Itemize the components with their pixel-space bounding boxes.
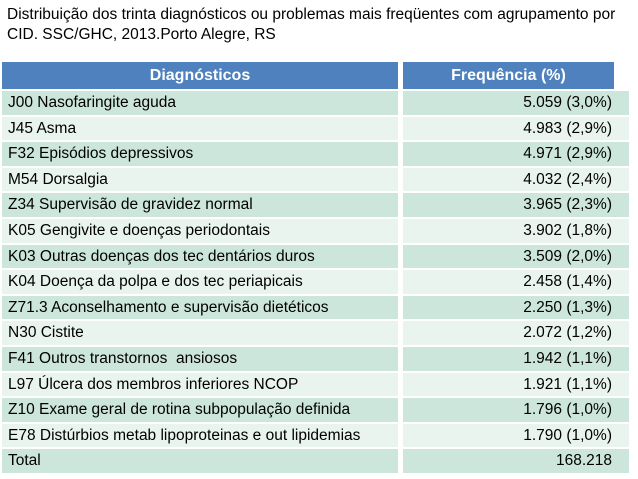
diagnosis-cell: J45 Asma — [2, 116, 398, 141]
diagnosis-cell: M54 Dorsalgia — [2, 167, 398, 192]
frequency-cell: 3.902 (1,8%) — [403, 218, 629, 243]
diagnosis-cell: K04 Doença da polpa e dos tec periapicai… — [2, 270, 398, 294]
frequency-cell: 4.983 (2,9%) — [403, 116, 629, 141]
table-row: F32 Episódios depressivos 4.971 (2,9%) — [2, 142, 629, 166]
table-header-row: Diagnósticos Frequência (%) — [2, 62, 629, 89]
diagnosis-cell: J00 Nasofaringite aguda — [2, 91, 398, 115]
table-row: L97 Úlcera dos membros inferiores NCOP 1… — [2, 372, 629, 397]
table-row: Z34 Supervisão de gravidez normal 3.965 … — [2, 193, 629, 217]
table-row: K03 Outras doenças dos tec dentários dur… — [2, 244, 629, 269]
diagnoses-table: Diagnósticos Frequência (%) J00 Nasofari… — [2, 62, 629, 475]
frequency-cell: 5.059 (3,0%) — [403, 91, 629, 115]
diagnosis-cell: Z10 Exame geral de rotina subpopulação d… — [2, 398, 398, 422]
table-row: N30 Cistite 2.072 (1,2%) — [2, 321, 629, 345]
diagnosis-cell: N30 Cistite — [2, 321, 398, 345]
diagnosis-column-header: Diagnósticos — [2, 62, 398, 89]
table-row: Z71.3 Aconselhamento e supervisão dietét… — [2, 295, 629, 320]
frequency-cell: 2.072 (1,2%) — [403, 321, 629, 345]
table-row: F41 Outros transtornos ansiosos 1.942 (1… — [2, 346, 629, 371]
diagnosis-cell: Total — [2, 449, 398, 473]
diagnosis-cell: Z34 Supervisão de gravidez normal — [2, 193, 398, 217]
frequency-cell: 2.458 (1,4%) — [403, 270, 629, 294]
frequency-cell: 3.965 (2,3%) — [403, 193, 629, 217]
table-row: E78 Distúrbios metab lipoproteinas e out… — [2, 423, 629, 448]
page-title: Distribuição dos trinta diagnósticos ou … — [7, 6, 616, 43]
frequency-cell: 4.971 (2,9%) — [403, 142, 629, 166]
diagnosis-cell: K03 Outras doenças dos tec dentários dur… — [2, 244, 398, 269]
frequency-cell: 168.218 — [403, 449, 629, 473]
diagnosis-cell: L97 Úlcera dos membros inferiores NCOP — [2, 372, 398, 397]
table-row: M54 Dorsalgia 4.032 (2,4%) — [2, 167, 629, 192]
frequency-cell: 1.796 (1,0%) — [403, 398, 629, 422]
frequency-cell: 3.509 (2,0%) — [403, 244, 629, 269]
table-row: K05 Gengivite e doenças periodontais 3.9… — [2, 218, 629, 243]
frequency-cell: 1.790 (1,0%) — [403, 423, 629, 448]
frequency-cell: 2.250 (1,3%) — [403, 295, 629, 320]
diagnosis-cell: K05 Gengivite e doenças periodontais — [2, 218, 398, 243]
table-row: K04 Doença da polpa e dos tec periapicai… — [2, 270, 629, 294]
diagnosis-cell: F41 Outros transtornos ansiosos — [2, 346, 398, 371]
frequency-cell: 1.921 (1,1%) — [403, 372, 629, 397]
diagnosis-cell: F32 Episódios depressivos — [2, 142, 398, 166]
table-row-total: Total 168.218 — [2, 449, 629, 473]
frequency-column-header: Frequência (%) — [403, 62, 614, 89]
table-row: Z10 Exame geral de rotina subpopulação d… — [2, 398, 629, 422]
diagnosis-cell: E78 Distúrbios metab lipoproteinas e out… — [2, 423, 398, 448]
table-row: J00 Nasofaringite aguda 5.059 (3,0%) — [2, 91, 629, 115]
table-body: J00 Nasofaringite aguda 5.059 (3,0%) J45… — [2, 91, 629, 473]
table-row: J45 Asma 4.983 (2,9%) — [2, 116, 629, 141]
frequency-cell: 1.942 (1,1%) — [403, 346, 629, 371]
diagnosis-cell: Z71.3 Aconselhamento e supervisão dietét… — [2, 295, 398, 320]
frequency-cell: 4.032 (2,4%) — [403, 167, 629, 192]
